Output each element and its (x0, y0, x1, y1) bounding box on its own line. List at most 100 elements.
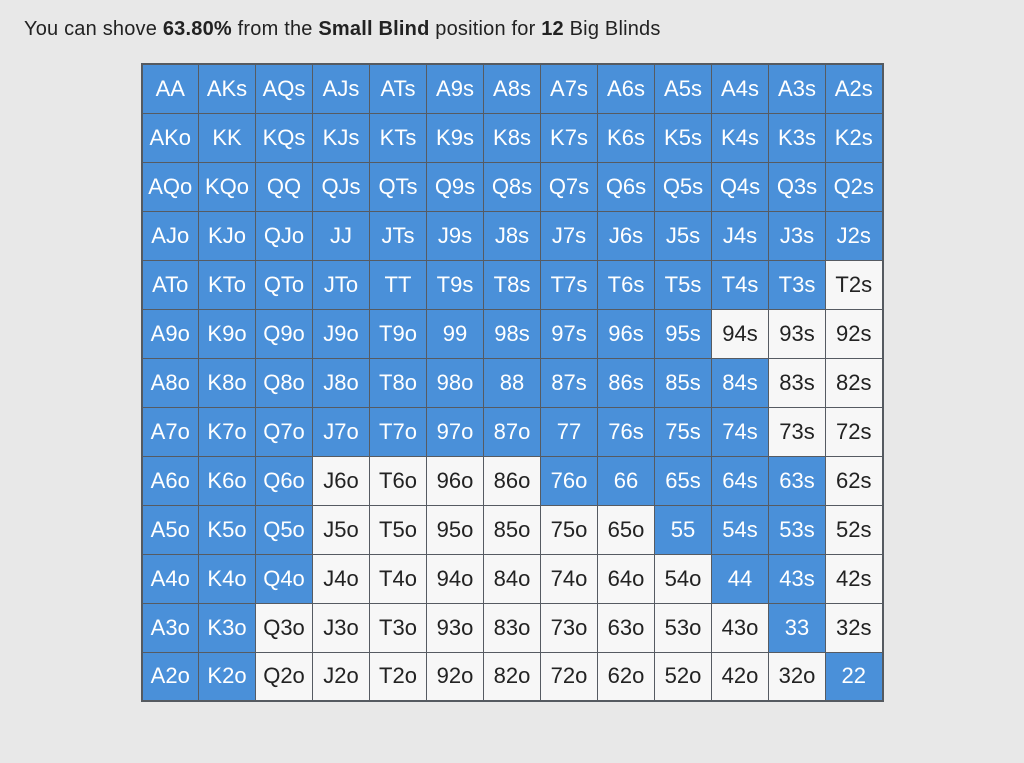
hand-cell-AQo[interactable]: AQo (142, 162, 199, 211)
hand-cell-T9s[interactable]: T9s (427, 260, 484, 309)
hand-cell-66[interactable]: 66 (598, 456, 655, 505)
hand-cell-82o[interactable]: 82o (484, 652, 541, 701)
hand-cell-97s[interactable]: 97s (541, 309, 598, 358)
hand-cell-A2o[interactable]: A2o (142, 652, 199, 701)
hand-cell-64s[interactable]: 64s (712, 456, 769, 505)
hand-cell-K2o[interactable]: K2o (199, 652, 256, 701)
hand-cell-T6o[interactable]: T6o (370, 456, 427, 505)
hand-cell-JJ[interactable]: JJ (313, 211, 370, 260)
hand-cell-K9o[interactable]: K9o (199, 309, 256, 358)
hand-cell-63s[interactable]: 63s (769, 456, 826, 505)
hand-cell-98o[interactable]: 98o (427, 358, 484, 407)
hand-cell-88[interactable]: 88 (484, 358, 541, 407)
hand-cell-53o[interactable]: 53o (655, 603, 712, 652)
hand-cell-76s[interactable]: 76s (598, 407, 655, 456)
hand-cell-K2s[interactable]: K2s (826, 113, 883, 162)
hand-cell-94s[interactable]: 94s (712, 309, 769, 358)
hand-cell-73o[interactable]: 73o (541, 603, 598, 652)
hand-cell-43s[interactable]: 43s (769, 554, 826, 603)
hand-cell-A9s[interactable]: A9s (427, 64, 484, 113)
hand-cell-74s[interactable]: 74s (712, 407, 769, 456)
hand-cell-KJs[interactable]: KJs (313, 113, 370, 162)
hand-cell-75o[interactable]: 75o (541, 505, 598, 554)
hand-cell-Q5s[interactable]: Q5s (655, 162, 712, 211)
hand-cell-KJo[interactable]: KJo (199, 211, 256, 260)
hand-cell-AKs[interactable]: AKs (199, 64, 256, 113)
hand-cell-98s[interactable]: 98s (484, 309, 541, 358)
hand-cell-42o[interactable]: 42o (712, 652, 769, 701)
hand-cell-Q8o[interactable]: Q8o (256, 358, 313, 407)
hand-cell-Q9o[interactable]: Q9o (256, 309, 313, 358)
hand-cell-32s[interactable]: 32s (826, 603, 883, 652)
hand-cell-J8s[interactable]: J8s (484, 211, 541, 260)
hand-cell-87o[interactable]: 87o (484, 407, 541, 456)
hand-cell-KTo[interactable]: KTo (199, 260, 256, 309)
hand-cell-T4s[interactable]: T4s (712, 260, 769, 309)
hand-cell-52s[interactable]: 52s (826, 505, 883, 554)
hand-cell-J9s[interactable]: J9s (427, 211, 484, 260)
hand-cell-JTs[interactable]: JTs (370, 211, 427, 260)
hand-cell-T5o[interactable]: T5o (370, 505, 427, 554)
hand-cell-J3s[interactable]: J3s (769, 211, 826, 260)
hand-cell-K7s[interactable]: K7s (541, 113, 598, 162)
hand-cell-Q4o[interactable]: Q4o (256, 554, 313, 603)
hand-cell-54s[interactable]: 54s (712, 505, 769, 554)
hand-cell-K3s[interactable]: K3s (769, 113, 826, 162)
hand-cell-AKo[interactable]: AKo (142, 113, 199, 162)
hand-cell-Q5o[interactable]: Q5o (256, 505, 313, 554)
hand-cell-J7s[interactable]: J7s (541, 211, 598, 260)
hand-cell-JTo[interactable]: JTo (313, 260, 370, 309)
hand-cell-22[interactable]: 22 (826, 652, 883, 701)
hand-cell-AJo[interactable]: AJo (142, 211, 199, 260)
hand-cell-KTs[interactable]: KTs (370, 113, 427, 162)
hand-cell-ATs[interactable]: ATs (370, 64, 427, 113)
hand-cell-74o[interactable]: 74o (541, 554, 598, 603)
hand-cell-A7s[interactable]: A7s (541, 64, 598, 113)
hand-cell-A6s[interactable]: A6s (598, 64, 655, 113)
hand-cell-82s[interactable]: 82s (826, 358, 883, 407)
hand-cell-J5s[interactable]: J5s (655, 211, 712, 260)
hand-cell-Q3o[interactable]: Q3o (256, 603, 313, 652)
hand-cell-99[interactable]: 99 (427, 309, 484, 358)
hand-cell-55[interactable]: 55 (655, 505, 712, 554)
hand-cell-93s[interactable]: 93s (769, 309, 826, 358)
hand-cell-J7o[interactable]: J7o (313, 407, 370, 456)
hand-cell-Q8s[interactable]: Q8s (484, 162, 541, 211)
hand-cell-A4s[interactable]: A4s (712, 64, 769, 113)
hand-cell-94o[interactable]: 94o (427, 554, 484, 603)
hand-cell-43o[interactable]: 43o (712, 603, 769, 652)
hand-cell-TT[interactable]: TT (370, 260, 427, 309)
hand-cell-T9o[interactable]: T9o (370, 309, 427, 358)
hand-cell-76o[interactable]: 76o (541, 456, 598, 505)
hand-cell-A7o[interactable]: A7o (142, 407, 199, 456)
hand-cell-ATo[interactable]: ATo (142, 260, 199, 309)
hand-cell-83o[interactable]: 83o (484, 603, 541, 652)
hand-cell-85s[interactable]: 85s (655, 358, 712, 407)
hand-cell-T7s[interactable]: T7s (541, 260, 598, 309)
hand-cell-A6o[interactable]: A6o (142, 456, 199, 505)
hand-cell-Q7o[interactable]: Q7o (256, 407, 313, 456)
hand-cell-73s[interactable]: 73s (769, 407, 826, 456)
hand-cell-95o[interactable]: 95o (427, 505, 484, 554)
hand-cell-A2s[interactable]: A2s (826, 64, 883, 113)
hand-cell-65o[interactable]: 65o (598, 505, 655, 554)
hand-cell-84o[interactable]: 84o (484, 554, 541, 603)
hand-cell-64o[interactable]: 64o (598, 554, 655, 603)
hand-cell-Q6s[interactable]: Q6s (598, 162, 655, 211)
hand-cell-T4o[interactable]: T4o (370, 554, 427, 603)
hand-cell-J2o[interactable]: J2o (313, 652, 370, 701)
hand-cell-52o[interactable]: 52o (655, 652, 712, 701)
hand-cell-T8o[interactable]: T8o (370, 358, 427, 407)
hand-cell-44[interactable]: 44 (712, 554, 769, 603)
hand-cell-QJo[interactable]: QJo (256, 211, 313, 260)
hand-cell-J3o[interactable]: J3o (313, 603, 370, 652)
hand-cell-Q9s[interactable]: Q9s (427, 162, 484, 211)
hand-cell-A4o[interactable]: A4o (142, 554, 199, 603)
hand-cell-95s[interactable]: 95s (655, 309, 712, 358)
hand-cell-J8o[interactable]: J8o (313, 358, 370, 407)
hand-cell-J4o[interactable]: J4o (313, 554, 370, 603)
hand-cell-K8o[interactable]: K8o (199, 358, 256, 407)
hand-cell-A8s[interactable]: A8s (484, 64, 541, 113)
hand-cell-T2s[interactable]: T2s (826, 260, 883, 309)
hand-cell-J5o[interactable]: J5o (313, 505, 370, 554)
